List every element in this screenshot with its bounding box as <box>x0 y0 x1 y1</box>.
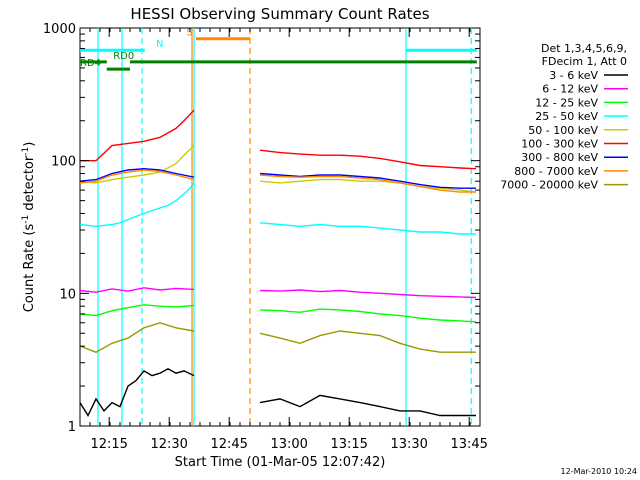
flag-bars: N S RD0 RD4 <box>80 28 477 71</box>
series-5-segment-1 <box>259 149 477 170</box>
y-axis-label-main: Count Rate (s <box>22 224 37 313</box>
legend-label-1: 6 - 12 keV <box>542 83 598 96</box>
x-axis-ticks: 12:15 12:30 12:45 13:00 13:15 13:30 13:45 <box>79 28 488 452</box>
plot-area: N S RD0 RD4 1 10 100 1000 12:15 12:30 12:45 13:00… <box>43 22 488 452</box>
series-8-segment-1 <box>259 330 476 353</box>
x-tick-label: 13:30 <box>390 437 427 452</box>
series-1-segment-0 <box>79 287 195 293</box>
series-2-segment-0 <box>79 304 195 317</box>
legend-label-2: 12 - 25 keV <box>535 96 598 109</box>
legend-label-0: 3 - 6 keV <box>549 69 598 82</box>
series-7-segment-0 <box>79 169 195 184</box>
legend-label-6: 300 - 800 keV <box>521 151 598 164</box>
y-tick-label: 100 <box>51 155 76 170</box>
x-tick-label: 13:15 <box>330 437 367 452</box>
y-axis-label-sup2: -1 <box>21 147 31 156</box>
x-tick-label: 12:45 <box>210 437 247 452</box>
legend-label-5: 100 - 300 keV <box>521 138 598 151</box>
vertical-marker-lines <box>97 28 472 426</box>
legend-label-8: 7000 - 20000 keV <box>500 179 598 192</box>
x-tick-label: 12:15 <box>90 437 127 452</box>
flag-label-3: RD0 <box>113 51 134 62</box>
flag-label-5: RD4 <box>80 58 101 69</box>
y-axis-label-end: ) <box>22 142 37 147</box>
legend: Det 1,3,4,5,6,9, FDecim 1, Att 0 3 - 6 k… <box>500 42 628 192</box>
y-axis-label-sup1: -1 <box>21 215 31 224</box>
series-7-segment-1 <box>259 174 476 193</box>
y-axis-label-mid: detector <box>22 155 37 215</box>
x-tick-label: 12:30 <box>150 437 187 452</box>
x-tick-label: 13:45 <box>450 437 487 452</box>
series-5-segment-0 <box>80 109 195 162</box>
series-3-segment-1 <box>259 222 476 235</box>
x-tick-label: 13:00 <box>270 437 307 452</box>
y-axis-label: Count Rate (s-1 detector-1) <box>21 142 37 313</box>
series-2-segment-1 <box>259 308 477 323</box>
series-4-segment-0 <box>79 145 195 184</box>
series-6-segment-1 <box>259 172 476 189</box>
flag-label-0: N <box>156 39 163 50</box>
series-0-segment-0 <box>79 368 195 417</box>
y-tick-label: 1 <box>68 420 76 435</box>
plot-frame <box>79 27 481 427</box>
legend-label-3: 25 - 50 keV <box>535 110 598 123</box>
chart-title: HESSI Observing Summary Count Rates <box>130 5 429 23</box>
legend-header-line-2: FDecim 1, Att 0 <box>542 55 627 68</box>
series-6-segment-0 <box>79 167 195 182</box>
x-axis-label: Start Time (01-Mar-05 12:07:42) <box>175 455 386 470</box>
flag-label-2: S <box>186 28 192 39</box>
legend-label-7: 800 - 7000 keV <box>514 165 598 178</box>
y-axis-ticks: 1 10 100 1000 <box>43 22 480 435</box>
y-tick-label: 10 <box>59 287 76 302</box>
series-4-segment-1 <box>259 178 477 193</box>
legend-header-line-1: Det 1,3,4,5,6,9, <box>541 42 627 55</box>
series-8-segment-0 <box>79 322 195 353</box>
series-3-segment-0 <box>79 182 195 228</box>
series-1-segment-1 <box>259 289 477 299</box>
legend-label-4: 50 - 100 keV <box>528 124 598 137</box>
y-tick-label: 1000 <box>43 22 76 37</box>
series-layer <box>79 109 477 417</box>
timestamp: 12-Mar-2010 10:24 <box>561 467 638 476</box>
series-0-segment-1 <box>259 394 476 417</box>
